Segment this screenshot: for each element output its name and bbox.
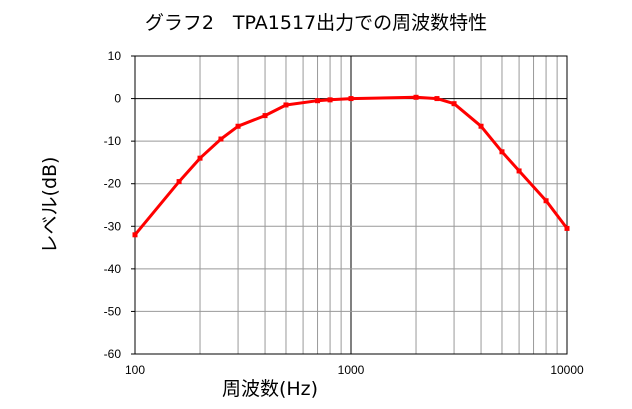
x-axis-tick-labels: 100 1000 10000: [125, 363, 584, 377]
data-point: [327, 97, 333, 103]
data-point: [499, 149, 505, 155]
x-tick-label: 100: [125, 363, 145, 377]
data-point: [434, 96, 440, 102]
series-points: [132, 94, 570, 238]
data-point: [564, 225, 570, 231]
x-tick-label: 1000: [338, 363, 365, 377]
y-axis-title: レベル(dB): [39, 157, 61, 254]
x-tick-label: 10000: [550, 363, 584, 377]
plot-area-border: [134, 55, 568, 355]
y-tick-label: -10: [104, 134, 122, 148]
y-tick-label: -30: [104, 219, 122, 233]
data-point: [132, 232, 138, 238]
data-point: [315, 98, 321, 104]
y-axis-tick-labels: 10 0 -10 -20 -30 -40 -50 -60: [104, 49, 135, 361]
vertical-gridlines: [199, 56, 558, 354]
data-point: [176, 179, 182, 185]
y-tick-label: 10: [108, 49, 122, 63]
data-point: [543, 198, 549, 204]
y-tick-label: -40: [104, 262, 122, 276]
y-tick-label: -20: [104, 177, 122, 191]
data-point: [478, 123, 484, 129]
data-point: [516, 168, 522, 174]
data-point: [218, 136, 224, 142]
data-point: [235, 123, 241, 129]
y-tick-label: -50: [104, 304, 122, 318]
y-tick-label: 0: [114, 92, 121, 106]
data-point: [451, 101, 457, 107]
data-point: [283, 102, 289, 108]
data-point: [262, 113, 268, 119]
data-point: [348, 96, 354, 102]
data-point: [413, 94, 419, 100]
x-axis-title: 周波数(Hz): [222, 378, 318, 400]
series-line: [133, 95, 569, 237]
data-point: [197, 155, 203, 161]
y-tick-label: -60: [104, 347, 122, 361]
chart-title: グラフ2 TPA1517出力での周波数特性: [145, 12, 487, 34]
